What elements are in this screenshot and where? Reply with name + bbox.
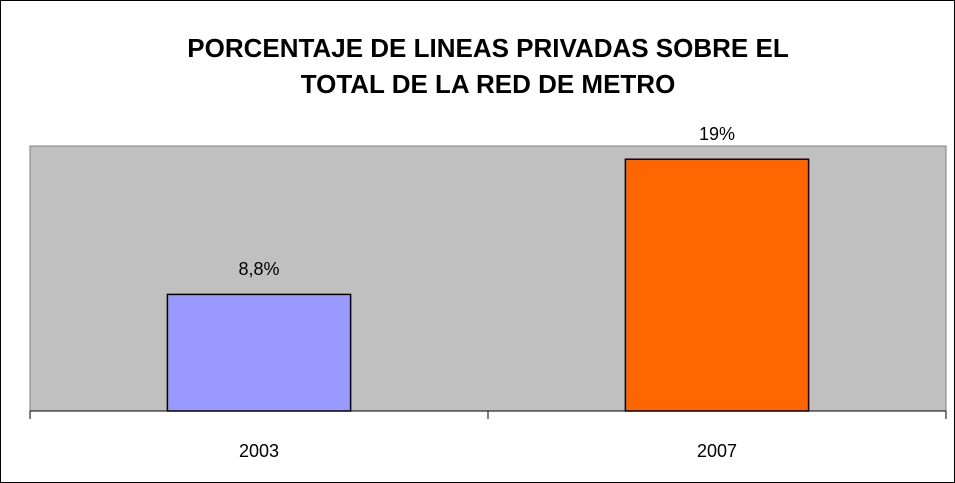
x-tick-label: 2003 (239, 441, 279, 461)
bar (624, 158, 810, 412)
chart-title: PORCENTAJE DE LINEAS PRIVADAS SOBRE EL (187, 33, 789, 63)
data-label: 8,8% (238, 259, 279, 279)
data-label: 19% (699, 124, 735, 144)
chart-title: TOTAL DE LA RED DE METRO (301, 69, 676, 99)
bar (166, 293, 352, 412)
x-tick-label: 2007 (697, 441, 737, 461)
